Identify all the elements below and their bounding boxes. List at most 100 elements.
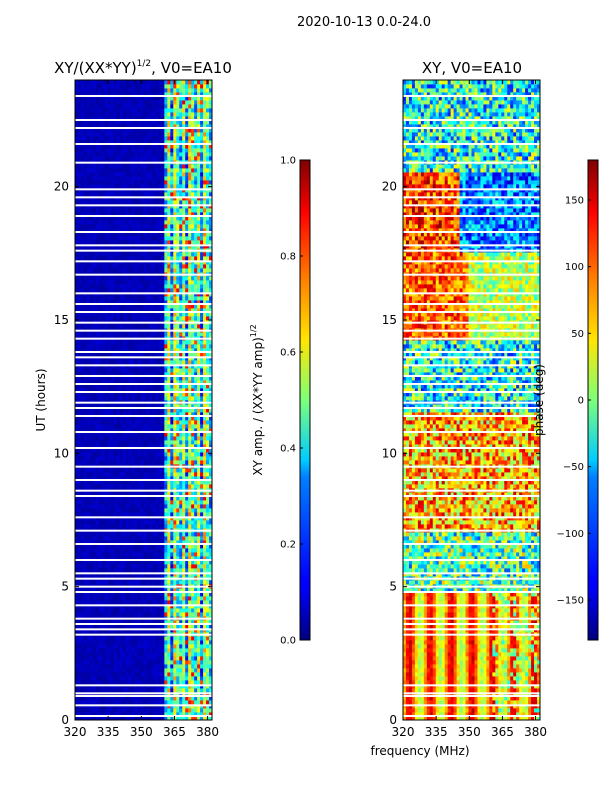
amplitude-cell — [128, 560, 132, 565]
amplitude-cell — [86, 368, 91, 373]
amplitude-cell — [119, 316, 124, 321]
amplitude-cell — [140, 568, 144, 573]
amplitude-cell — [134, 640, 138, 645]
amplitude-cell — [131, 284, 135, 289]
amplitude-cell — [143, 444, 147, 449]
amplitude-cell — [125, 532, 130, 537]
amplitude-cell — [98, 708, 103, 713]
amplitude-cell — [167, 316, 171, 321]
amplitude-cell — [101, 288, 106, 293]
amplitude-cell — [194, 672, 198, 677]
amplitude-cell — [110, 552, 115, 557]
amplitude-cell — [191, 544, 195, 549]
amplitude-cell — [182, 472, 186, 477]
amplitude-cell — [146, 608, 150, 613]
amplitude-cell — [110, 532, 115, 537]
amplitude-cell — [161, 612, 165, 617]
amplitude-cell — [194, 664, 198, 669]
amplitude-cell — [185, 344, 189, 349]
amplitude-cell — [119, 656, 124, 661]
amplitude-cell — [146, 296, 150, 301]
amplitude-cell — [185, 624, 189, 629]
amplitude-cell — [116, 396, 121, 401]
amplitude-cell — [149, 688, 153, 693]
amplitude-cell — [155, 460, 159, 465]
amplitude-cell — [164, 620, 168, 625]
amplitude-cell — [188, 592, 192, 597]
amplitude-cell — [167, 560, 171, 565]
amplitude-cell — [197, 344, 201, 349]
amplitude-cell — [203, 444, 207, 449]
amplitude-cell — [203, 672, 207, 677]
amplitude-cell — [194, 448, 198, 453]
amplitude-cell — [89, 452, 94, 457]
amplitude-cell — [209, 440, 213, 445]
amplitude-cell — [107, 344, 112, 349]
amplitude-cell — [188, 484, 192, 489]
amplitude-cell — [185, 504, 189, 509]
amplitude-cell — [107, 680, 112, 685]
amplitude-cell — [113, 456, 118, 461]
amplitude-cell — [188, 668, 192, 673]
amplitude-cell — [152, 456, 156, 461]
amplitude-cell — [101, 396, 106, 401]
amplitude-cell — [116, 476, 121, 481]
amplitude-cell — [113, 640, 118, 645]
amplitude-cell — [128, 508, 132, 513]
amplitude-cell — [110, 544, 115, 549]
amplitude-cell — [182, 664, 186, 669]
amplitude-cell — [92, 640, 97, 645]
amplitude-cell — [188, 700, 192, 705]
amplitude-cell — [164, 660, 168, 665]
amplitude-cell — [128, 592, 132, 597]
amplitude-cell — [110, 672, 115, 677]
amplitude-cell — [179, 624, 183, 629]
amplitude-cell — [173, 608, 177, 613]
amplitude-cell — [149, 468, 153, 473]
amplitude-cell — [182, 672, 186, 677]
amplitude-cell — [206, 508, 210, 513]
amplitude-cell — [173, 344, 177, 349]
amplitude-cell — [155, 656, 159, 661]
amplitude-cell — [131, 524, 135, 529]
amplitude-cell — [164, 332, 168, 337]
amplitude-cell — [203, 484, 207, 489]
amplitude-cell — [209, 448, 213, 453]
amplitude-cell — [185, 596, 189, 601]
amplitude-cell — [80, 660, 85, 665]
amplitude-cell — [137, 444, 141, 449]
amplitude-cell — [122, 648, 127, 653]
amplitude-cell — [179, 536, 183, 541]
amplitude-cell — [161, 544, 165, 549]
amplitude-cell — [80, 592, 85, 597]
amplitude-cell — [200, 596, 204, 601]
amplitude-cell — [83, 536, 88, 541]
amplitude-cell — [176, 668, 180, 673]
amplitude-cell — [179, 564, 183, 569]
amplitude-cell — [101, 568, 106, 573]
amplitude-cell — [95, 640, 100, 645]
amplitude-cell — [122, 660, 127, 665]
amplitude-cell — [95, 508, 100, 513]
amplitude-cell — [86, 556, 91, 561]
amplitude-cell — [146, 496, 150, 501]
amplitude-cell — [185, 476, 189, 481]
amplitude-cell — [179, 660, 183, 665]
amplitude-cell — [104, 532, 109, 537]
amplitude-cell — [182, 448, 186, 453]
amplitude-cell — [200, 620, 204, 625]
amplitude-cell — [122, 460, 127, 465]
amplitude-cell — [137, 428, 141, 433]
amplitude-cell — [95, 484, 100, 489]
amplitude-cell — [75, 656, 79, 661]
amplitude-cell — [104, 416, 109, 421]
amplitude-cell — [155, 368, 159, 373]
amplitude-cell — [113, 568, 118, 573]
amplitude-cell — [149, 440, 153, 445]
amplitude-cell — [137, 556, 141, 561]
amplitude-cell — [104, 592, 109, 597]
amplitude-cell — [80, 624, 85, 629]
amplitude-cell — [200, 432, 204, 437]
amplitude-cell — [176, 436, 180, 441]
amplitude-cell — [125, 340, 130, 345]
